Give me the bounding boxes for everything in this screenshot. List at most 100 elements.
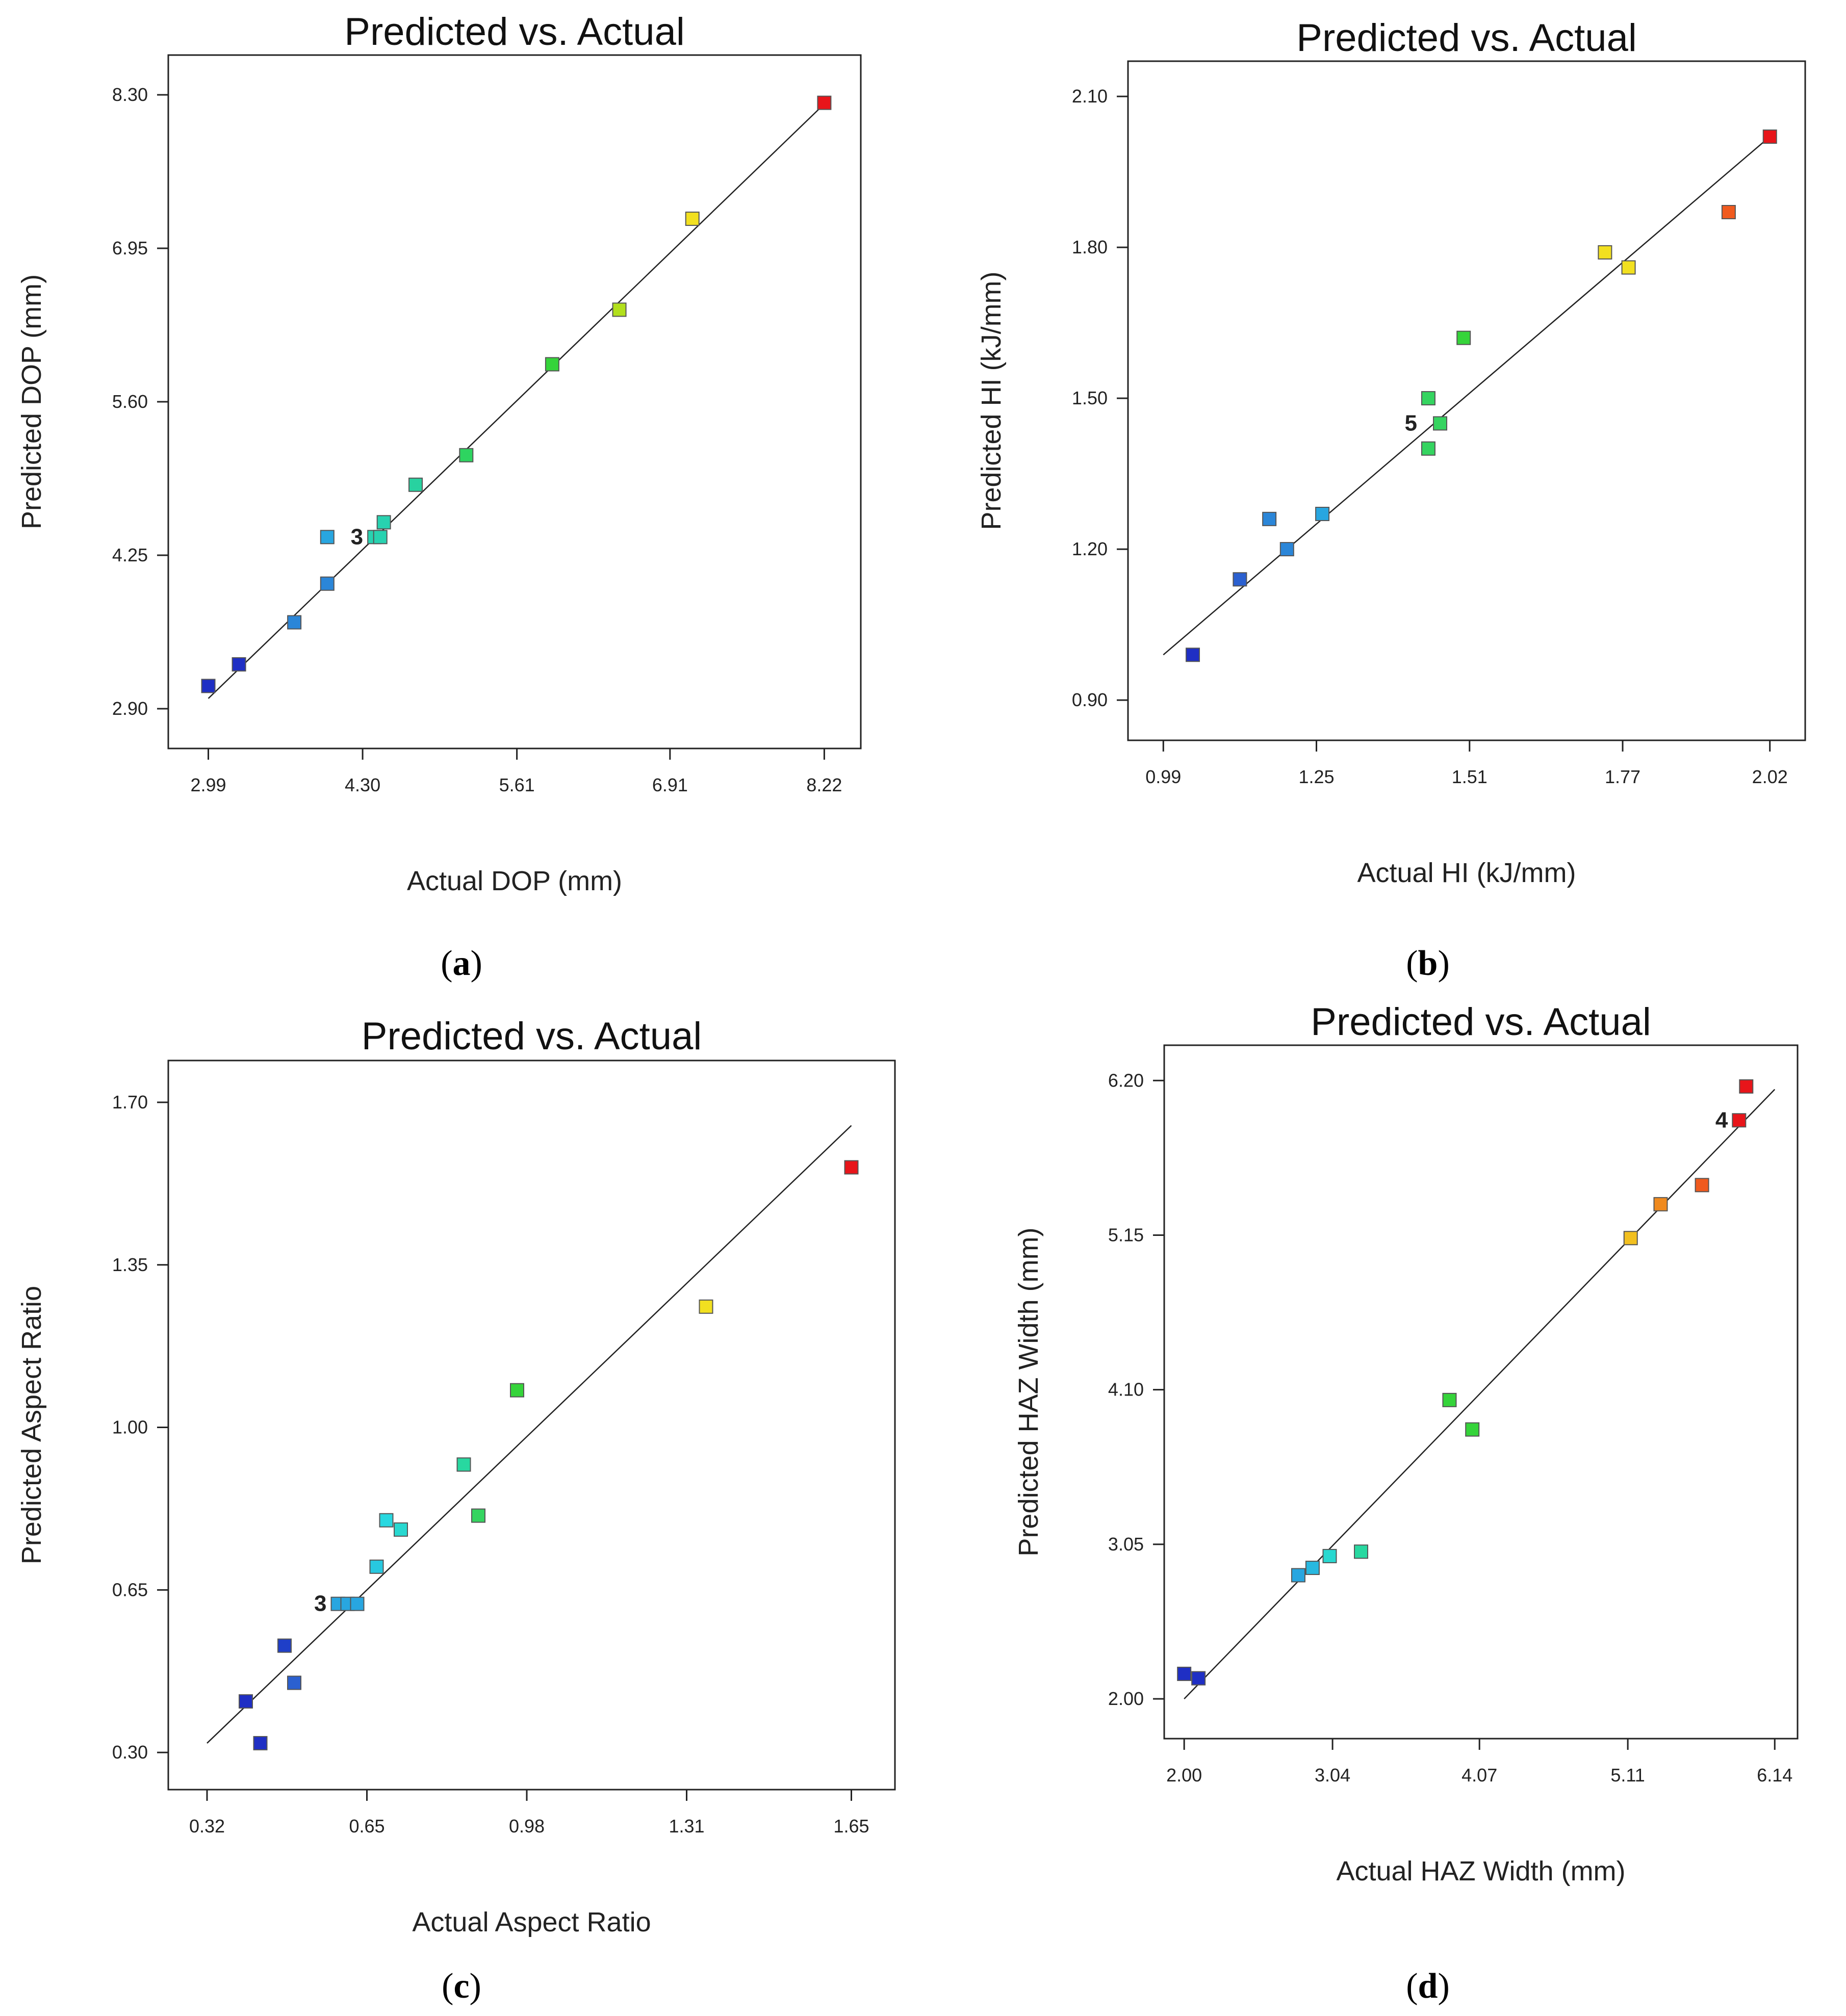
panel-caption: (c) [442,1967,481,2006]
x-tick-label: 4.30 [345,774,380,795]
data-point [1739,1079,1754,1094]
y-axis-label: Predicted HAZ Width (mm) [1013,1227,1044,1556]
x-tick-label: 0.32 [189,1816,225,1837]
data-point [1621,260,1636,275]
data-point [394,1522,408,1537]
y-tick-label: 1.80 [1072,237,1108,257]
x-tick-label: 8.22 [806,774,842,795]
fit-line [1184,1089,1776,1699]
chart-panel-b: Predicted vs. Actual 0.99 1.25 1.51 1.77 2.02… [976,16,1806,983]
x-axis-label: Actual HAZ Width (mm) [1336,1856,1625,1886]
data-point [510,1383,524,1398]
y-axis-label: Predicted DOP (mm) [16,274,47,529]
y-tick-label: 6.20 [1108,1070,1144,1091]
y-tick-label: 8.30 [112,84,148,105]
data-point [287,615,302,630]
x-tick-label: 1.51 [1452,766,1488,787]
x-tick-label: 1.77 [1605,766,1640,787]
chart-panel-d: Predicted vs. Actual 2.00 3.04 4.07 5.11 6.14… [1013,1000,1799,2006]
data-point [320,530,335,545]
panel-letter: c [453,1967,469,2006]
data-point [1598,245,1612,260]
data-point [1186,648,1200,662]
data-point [1732,1113,1747,1128]
x-tick-label: 5.11 [1610,1765,1645,1786]
x-axis-label: Actual DOP (mm) [407,866,622,896]
data-point [287,1675,301,1690]
y-tick-label: 1.35 [112,1254,148,1275]
point-count-label: 3 [351,524,363,549]
chart-panel-c: Predicted vs. Actual 0.32 0.65 0.98 1.31 1.65… [16,1015,896,2006]
data-point [1354,1544,1369,1559]
chart-title: Predicted vs. Actual [362,1015,702,1058]
x-axis-label: Actual HI (kJ/mm) [1357,858,1576,888]
data-point [373,530,388,545]
x-tick-label: 6.14 [1757,1765,1792,1786]
data-point [685,212,700,226]
data-point [277,1638,292,1653]
x-tick-label: 6.91 [652,774,688,795]
y-tick-label: 0.90 [1072,689,1108,710]
data-point [1421,441,1435,456]
plot-frame [1163,1044,1799,1740]
data-point [1433,416,1448,431]
data-point [1721,205,1736,219]
y-tick-label: 1.70 [112,1092,148,1113]
fit-line [1163,136,1771,656]
point-count-label: 5 [1404,410,1417,435]
y-tick-label: 1.20 [1072,538,1108,559]
x-tick-label: 1.65 [833,1816,869,1837]
data-point [1623,1231,1638,1246]
y-tick-label: 0.65 [112,1579,148,1600]
chart-title: Predicted vs. Actual [1296,16,1636,60]
data-point [456,1457,471,1472]
data-point [1465,1422,1480,1437]
data-point [1315,507,1330,521]
data-point [1442,1392,1457,1407]
data-point [232,657,246,672]
y-tick-label: 0.30 [112,1742,148,1763]
y-tick-label: 5.15 [1108,1224,1144,1245]
x-tick-label: 2.02 [1752,766,1788,787]
panel-caption: (d) [1406,1967,1450,2006]
data-point [1233,572,1247,587]
data-point [1279,542,1294,557]
x-tick-label: 1.25 [1298,766,1334,787]
x-tick-label: 3.04 [1315,1765,1350,1786]
y-tick-label: 3.05 [1108,1534,1144,1555]
x-tick-label: 4.07 [1462,1765,1497,1786]
panel-caption: (b) [1406,944,1450,983]
data-point [1762,130,1777,144]
y-tick-label: 2.10 [1072,86,1108,107]
data-point [699,1299,713,1314]
x-tick-label: 0.99 [1145,766,1181,787]
y-axis-label: Predicted HI (kJ/mm) [976,271,1007,530]
data-point [1191,1671,1206,1686]
data-point [350,1596,365,1611]
data-point [612,302,627,317]
panel-letter: a [453,944,471,983]
point-count-label: 3 [314,1591,326,1616]
data-point [1291,1568,1305,1583]
data-point [1177,1666,1192,1681]
data-point [369,1559,384,1574]
panel-letter: d [1418,1967,1438,2006]
point-count-label: 4 [1715,1107,1728,1132]
data-point [201,679,216,693]
chart-panel-a: Predicted vs. Actual 2.99 4.30 5.61 6.91 8.22… [16,10,862,983]
data-point [379,1513,394,1528]
data-point [1653,1197,1668,1211]
y-axis-label: Predicted Aspect Ratio [16,1286,47,1564]
data-point [545,357,559,372]
x-tick-label: 2.99 [190,774,226,795]
data-point [239,1694,253,1709]
x-tick-label: 1.31 [669,1816,704,1837]
data-point [1262,511,1277,526]
y-tick-label: 6.95 [112,238,148,259]
x-axis-label: Actual Aspect Ratio [412,1907,651,1937]
chart-title: Predicted vs. Actual [344,10,684,54]
y-tick-label: 5.60 [112,391,148,412]
plot-frame [167,1059,896,1791]
chart-title: Predicted vs. Actual [1311,1000,1651,1044]
